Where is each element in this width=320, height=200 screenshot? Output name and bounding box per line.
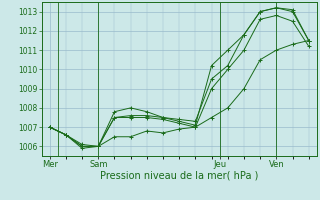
- X-axis label: Pression niveau de la mer( hPa ): Pression niveau de la mer( hPa ): [100, 171, 258, 181]
